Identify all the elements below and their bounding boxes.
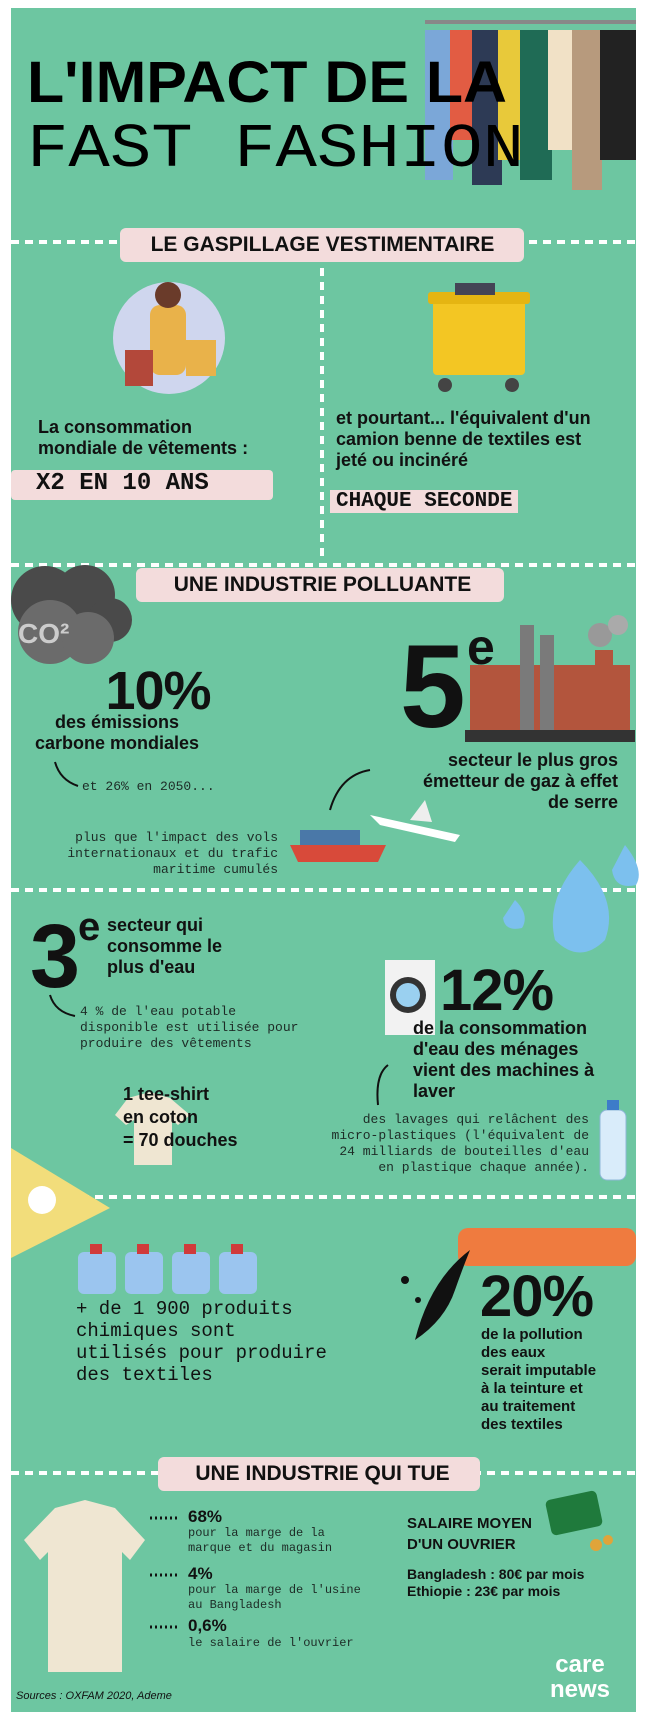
title-line: FAST FASHION bbox=[27, 114, 524, 185]
rank: 5 bbox=[400, 628, 466, 746]
text-line: pour la marge de l'usine bbox=[188, 1583, 361, 1598]
text-line: de la consommation bbox=[413, 1018, 594, 1039]
figure: 10% bbox=[98, 664, 218, 718]
section-heading: UNE INDUSTRIE POLLUANTE bbox=[0, 573, 645, 597]
text-line: La consommation bbox=[38, 417, 248, 438]
text-line: au traitement bbox=[481, 1398, 596, 1416]
rank-suffix: e bbox=[467, 618, 495, 676]
text-line: produire des vêtements bbox=[80, 1036, 298, 1052]
text-line: serait imputable bbox=[481, 1362, 596, 1380]
section-heading: UNE INDUSTRIE QUI TUE bbox=[0, 1462, 645, 1486]
text-line: des lavages qui relâchent des bbox=[332, 1112, 589, 1128]
share: 0,6% bbox=[188, 1616, 227, 1636]
text-line: news bbox=[540, 1677, 620, 1702]
share: 68% bbox=[188, 1507, 222, 1527]
text-line: secteur le plus gros bbox=[423, 750, 618, 771]
text-line: maritime cumulés bbox=[67, 862, 278, 878]
text-line: en plastique chaque année). bbox=[332, 1160, 589, 1176]
text-line: des eaux bbox=[481, 1344, 596, 1362]
text: et 26% en 2050... bbox=[82, 779, 215, 795]
text-line: plus que l'impact des vols bbox=[67, 830, 278, 846]
co2-label: CO² bbox=[18, 618, 69, 650]
text-line: Bangladesh : 80€ par mois bbox=[407, 1566, 584, 1583]
text-line: des textiles bbox=[76, 1364, 327, 1386]
text-line: Ethiopie : 23€ par mois bbox=[407, 1583, 584, 1600]
text-line: micro-plastiques (l'équivalent de bbox=[332, 1128, 589, 1144]
text-line: de serre bbox=[423, 792, 618, 813]
text-line: disponible est utilisée pour bbox=[80, 1020, 298, 1036]
sources: Sources : OXFAM 2020, Ademe bbox=[16, 1690, 172, 1702]
text-line: 1 tee-shirt bbox=[123, 1083, 238, 1106]
highlight: X2 EN 10 ANS bbox=[36, 470, 209, 497]
text-line: utilisés pour produire bbox=[76, 1342, 327, 1364]
text-line: camion benne de textiles est bbox=[336, 429, 591, 450]
text-line: secteur qui bbox=[107, 915, 222, 936]
rank-suffix: e bbox=[78, 905, 100, 950]
text-line: vient des machines à bbox=[413, 1060, 594, 1081]
text-line: des textiles bbox=[481, 1416, 596, 1434]
text-line: = 70 douches bbox=[123, 1129, 238, 1152]
text-line: 24 milliards de bouteilles d'eau bbox=[332, 1144, 589, 1160]
text-line: à la teinture et bbox=[481, 1380, 596, 1398]
text-line: laver bbox=[413, 1081, 594, 1102]
figure: 12% bbox=[440, 962, 553, 1020]
text-line: marque et du magasin bbox=[188, 1541, 332, 1556]
text-line: internationaux et du trafic bbox=[67, 846, 278, 862]
section-heading: LE GASPILLAGE VESTIMENTAIRE bbox=[0, 233, 645, 257]
text-line: en coton bbox=[123, 1106, 238, 1129]
text-line: SALAIRE MOYEN bbox=[407, 1513, 532, 1534]
text-line: d'eau des ménages bbox=[413, 1039, 594, 1060]
figure: 20% bbox=[480, 1268, 593, 1326]
text-line: plus d'eau bbox=[107, 957, 222, 978]
text-line: carbone mondiales bbox=[12, 733, 222, 754]
text-line: de la pollution bbox=[481, 1326, 596, 1344]
text-line: mondiale de vêtements : bbox=[38, 438, 248, 459]
text-line: des émissions bbox=[12, 712, 222, 733]
text-line: D'UN OUVRIER bbox=[407, 1534, 532, 1555]
text-line: jeté ou incinéré bbox=[336, 450, 591, 471]
title-line: L'IMPACT DE LA bbox=[27, 50, 507, 115]
text-line: pour la marge de la bbox=[188, 1526, 332, 1541]
title: L'IMPACT DE LA FAST FASHION bbox=[0, 0, 645, 200]
text-line: le salaire de l'ouvrier bbox=[188, 1636, 354, 1651]
share: 4% bbox=[188, 1564, 213, 1584]
text-line: 4 % de l'eau potable bbox=[80, 1004, 298, 1020]
text-line: + de 1 900 produits bbox=[76, 1298, 327, 1320]
highlight: CHAQUE SECONDE bbox=[330, 490, 518, 513]
infographic: L'IMPACT DE LA FAST FASHION LE GASPILLAG… bbox=[0, 0, 645, 1712]
rank: 3 bbox=[30, 912, 80, 1002]
text-line: émetteur de gaz à effet bbox=[423, 771, 618, 792]
text-line: et pourtant... l'équivalent d'un bbox=[336, 408, 591, 429]
text-line: au Bangladesh bbox=[188, 1598, 361, 1613]
text-line: chimiques sont bbox=[76, 1320, 327, 1342]
text-line: care bbox=[540, 1652, 620, 1677]
share-label: le salaire de l'ouvrier bbox=[188, 1636, 354, 1651]
text-line: consomme le bbox=[107, 936, 222, 957]
